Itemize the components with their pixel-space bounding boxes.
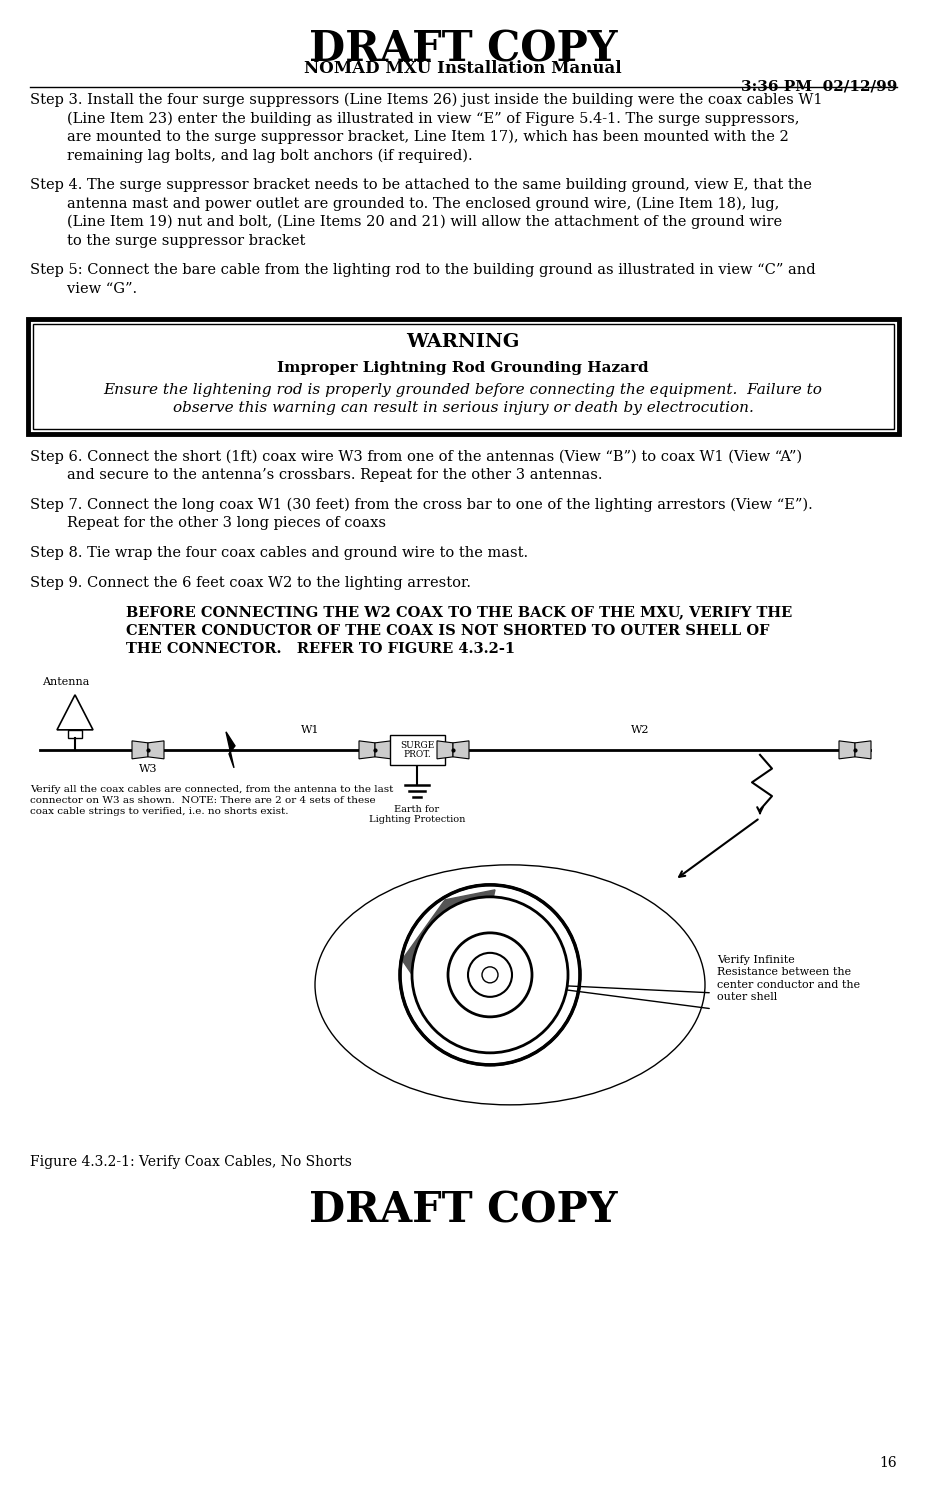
Circle shape (482, 967, 498, 983)
Text: Step 5: Connect the bare cable from the lighting rod to the building ground as i: Step 5: Connect the bare cable from the … (30, 263, 816, 278)
Text: Verify all the coax cables are connected, from the antenna to the last
connector: Verify all the coax cables are connected… (30, 786, 393, 817)
Text: are mounted to the surge suppressor bracket, Line Item 17), which has been mount: are mounted to the surge suppressor brac… (30, 131, 789, 144)
Polygon shape (57, 695, 93, 729)
Polygon shape (132, 741, 148, 759)
Text: WARNING: WARNING (406, 333, 520, 350)
Text: Step 8. Tie wrap the four coax cables and ground wire to the mast.: Step 8. Tie wrap the four coax cables an… (30, 546, 528, 560)
Circle shape (412, 897, 568, 1053)
Text: DRAFT COPY: DRAFT COPY (309, 28, 617, 70)
Circle shape (448, 933, 532, 1017)
Text: W3: W3 (139, 763, 158, 774)
Polygon shape (839, 741, 855, 759)
Ellipse shape (315, 864, 705, 1105)
Text: Antenna: Antenna (42, 677, 89, 688)
Text: NOMAD MXU Installation Manual: NOMAD MXU Installation Manual (304, 59, 622, 77)
Polygon shape (359, 741, 375, 759)
Text: (Line Item 19) nut and bolt, (Line Items 20 and 21) will allow the attachment of: (Line Item 19) nut and bolt, (Line Items… (30, 215, 782, 230)
Text: Repeat for the other 3 long pieces of coaxs: Repeat for the other 3 long pieces of co… (30, 517, 386, 530)
Circle shape (468, 953, 512, 996)
Bar (390, 735, 445, 765)
Polygon shape (402, 890, 495, 1045)
Polygon shape (855, 741, 871, 759)
Text: DRAFT COPY: DRAFT COPY (309, 1189, 617, 1233)
Text: Ensure the lightening rod is properly grounded before connecting the equipment. : Ensure the lightening rod is properly gr… (104, 383, 822, 396)
Text: W2: W2 (630, 725, 649, 735)
Text: 16: 16 (880, 1455, 897, 1470)
Text: Step 7. Connect the long coax W1 (30 feet) from the cross bar to one of the ligh: Step 7. Connect the long coax W1 (30 fee… (30, 497, 813, 512)
Text: W1: W1 (300, 725, 319, 735)
Polygon shape (437, 741, 453, 759)
Text: Verify Infinite
Resistance between the
center conductor and the
outer shell: Verify Infinite Resistance between the c… (717, 955, 860, 1002)
Bar (33, 324, 894, 429)
Text: Earth for
Lighting Protection: Earth for Lighting Protection (369, 805, 465, 824)
Text: Step 4. The surge suppressor bracket needs to be attached to the same building g: Step 4. The surge suppressor bracket nee… (30, 178, 812, 192)
Text: to the surge suppressor bracket: to the surge suppressor bracket (30, 233, 305, 248)
Text: 3:36 PM  02/12/99: 3:36 PM 02/12/99 (741, 80, 897, 94)
Text: Step 9. Connect the 6 feet coax W2 to the lighting arrestor.: Step 9. Connect the 6 feet coax W2 to th… (30, 576, 471, 590)
Text: Step 6. Connect the short (1ft) coax wire W3 from one of the antennas (View “B”): Step 6. Connect the short (1ft) coax wir… (30, 450, 802, 465)
Text: antenna mast and power outlet are grounded to. The enclosed ground wire, (Line I: antenna mast and power outlet are ground… (30, 196, 780, 211)
Polygon shape (453, 741, 469, 759)
Text: observe this warning can result in serious injury or death by electrocution.: observe this warning can result in serio… (172, 401, 754, 414)
Polygon shape (375, 741, 391, 759)
Polygon shape (226, 732, 235, 768)
Bar (68, 729, 82, 738)
Circle shape (400, 885, 580, 1065)
Text: view “G”.: view “G”. (30, 282, 137, 296)
Polygon shape (148, 741, 164, 759)
Text: Figure 4.3.2-1: Verify Coax Cables, No Shorts: Figure 4.3.2-1: Verify Coax Cables, No S… (30, 1155, 352, 1169)
Bar (28, 319, 899, 434)
Text: Improper Lightning Rod Grounding Hazard: Improper Lightning Rod Grounding Hazard (277, 361, 649, 374)
Text: THE CONNECTOR.   REFER TO FIGURE 4.3.2-1: THE CONNECTOR. REFER TO FIGURE 4.3.2-1 (85, 642, 515, 656)
Text: Step 3. Install the four surge suppressors (Line Items 26) just inside the build: Step 3. Install the four surge suppresso… (30, 94, 822, 107)
Text: CENTER CONDUCTOR OF THE COAX IS NOT SHORTED TO OUTER SHELL OF: CENTER CONDUCTOR OF THE COAX IS NOT SHOR… (85, 624, 769, 637)
Text: (Line Item 23) enter the building as illustrated in view “E” of Figure 5.4-1. Th: (Line Item 23) enter the building as ill… (30, 111, 799, 126)
Text: remaining lag bolts, and lag bolt anchors (if required).: remaining lag bolts, and lag bolt anchor… (30, 148, 473, 163)
Text: SURGE
PROT.: SURGE PROT. (400, 741, 434, 759)
Text: BEFORE CONNECTING THE W2 COAX TO THE BACK OF THE MXU, VERIFY THE: BEFORE CONNECTING THE W2 COAX TO THE BAC… (85, 604, 793, 619)
Text: and secure to the antenna’s crossbars. Repeat for the other 3 antennas.: and secure to the antenna’s crossbars. R… (30, 468, 603, 483)
